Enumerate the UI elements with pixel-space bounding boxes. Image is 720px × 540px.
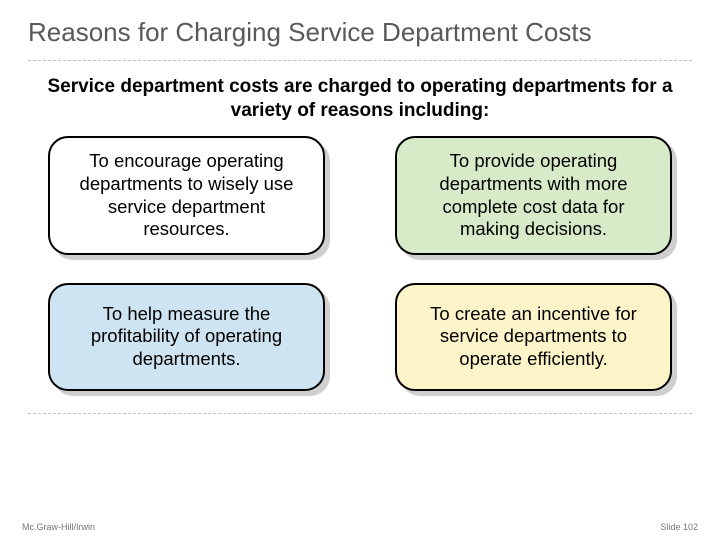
card-4: To create an incentive for service depar… <box>395 283 672 391</box>
card-3: To help measure the profitability of ope… <box>48 283 325 391</box>
bottom-divider <box>28 413 692 414</box>
title-container: Reasons for Charging Service Department … <box>0 0 720 54</box>
intro-text: Service department costs are charged to … <box>40 75 680 123</box>
card-content: To create an incentive for service depar… <box>395 283 672 391</box>
footer-left: Mc.Graw-Hill/Irwin <box>22 522 95 532</box>
title-divider <box>28 60 692 61</box>
footer: Mc.Graw-Hill/Irwin Slide 102 <box>0 522 720 532</box>
page-title: Reasons for Charging Service Department … <box>28 18 692 48</box>
card-1: To encourage operating departments to wi… <box>48 136 325 254</box>
card-2: To provide operating departments with mo… <box>395 136 672 254</box>
card-content: To help measure the profitability of ope… <box>48 283 325 391</box>
card-grid: To encourage operating departments to wi… <box>0 136 720 390</box>
card-content: To provide operating departments with mo… <box>395 136 672 254</box>
footer-right: Slide 102 <box>660 522 698 532</box>
card-content: To encourage operating departments to wi… <box>48 136 325 254</box>
